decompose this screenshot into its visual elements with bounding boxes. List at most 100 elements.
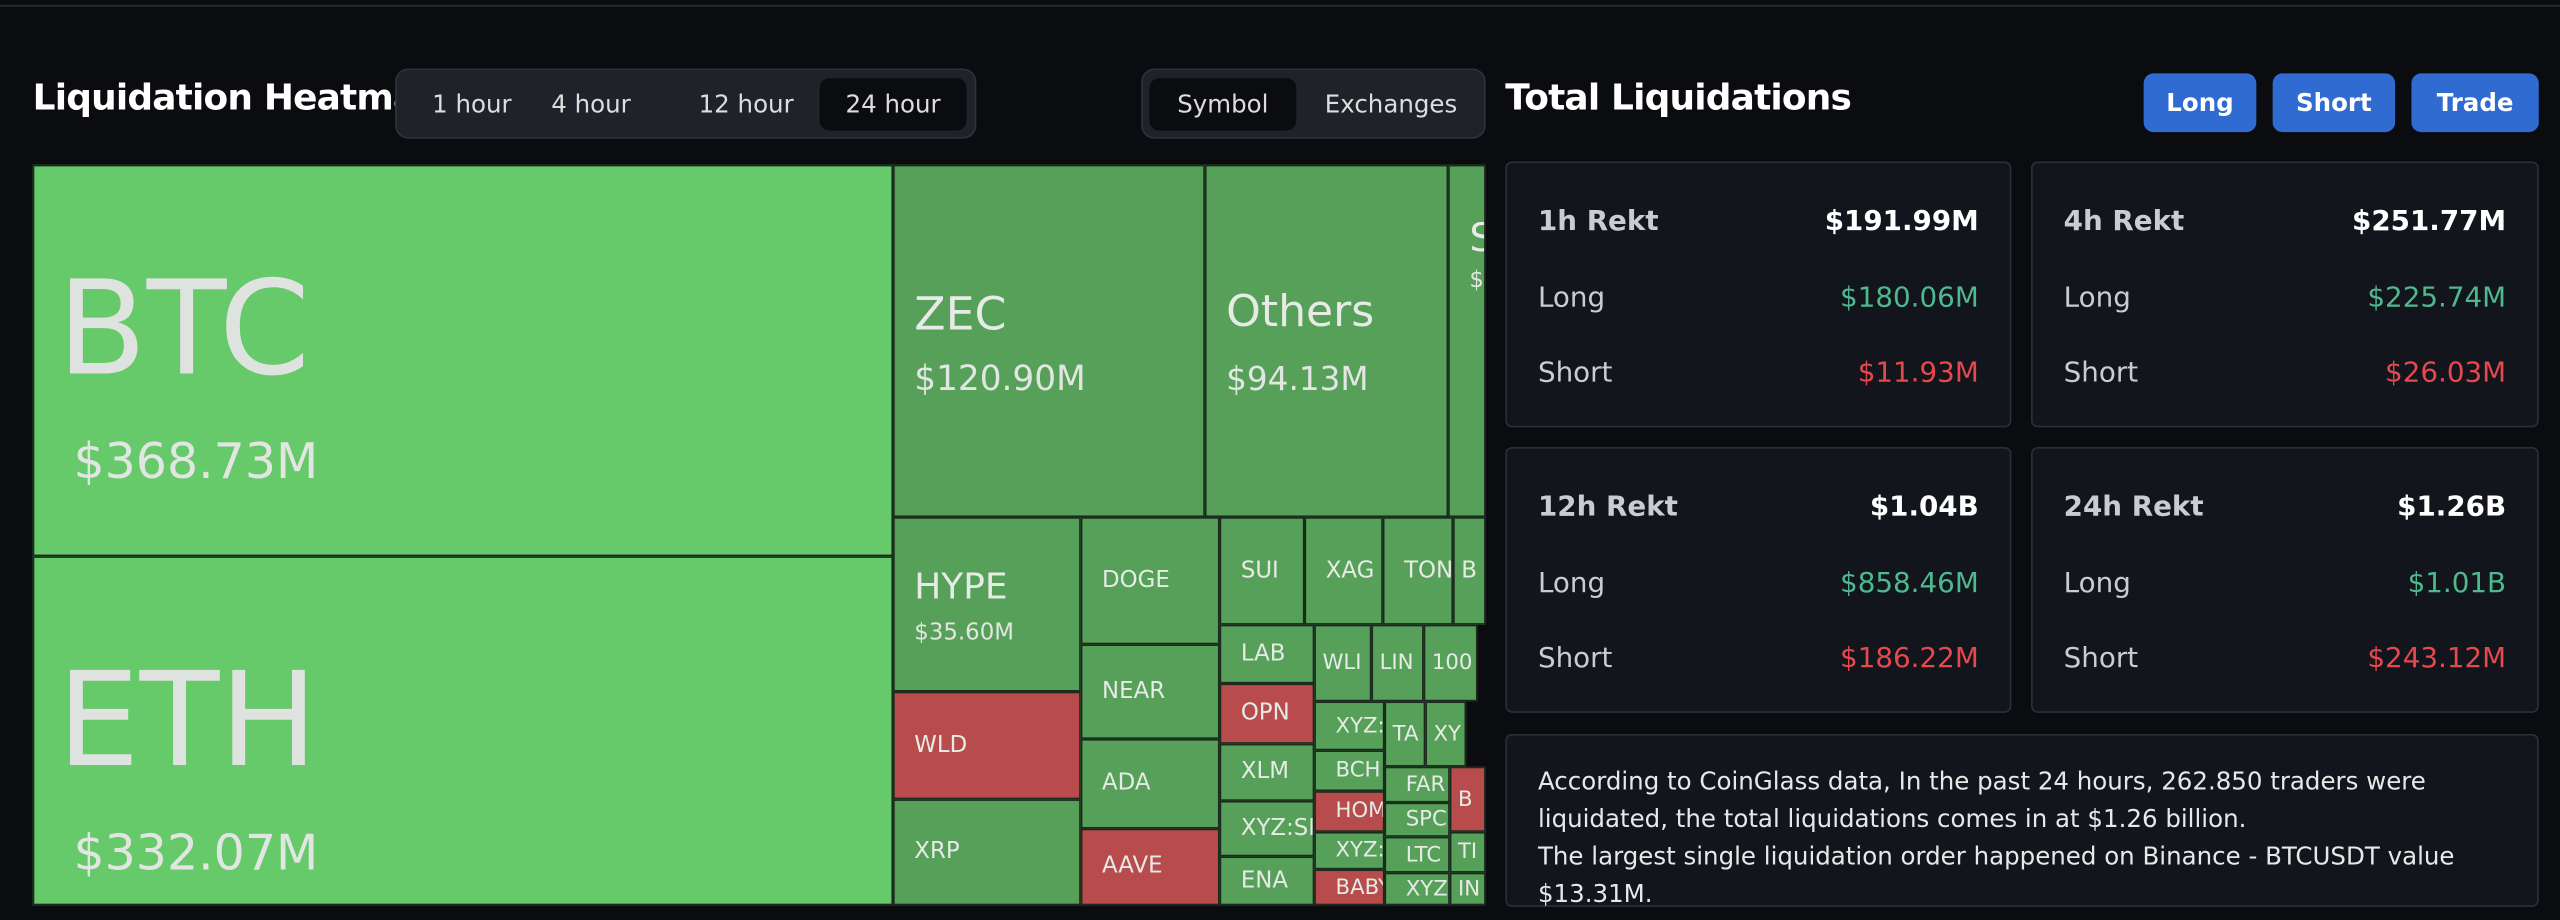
card-header: 12h Rekt $1.04B	[1538, 491, 1979, 524]
heatmap-tile[interactable]: OPN	[1219, 683, 1315, 744]
row-value: $11.93M	[1857, 357, 1979, 390]
tile-label: XRP	[914, 839, 960, 866]
heatmap-tile[interactable]: WLI	[1314, 624, 1372, 702]
time-tab[interactable]: 12 hour	[698, 89, 794, 120]
heatmap-tile[interactable]: SUI	[1219, 517, 1305, 625]
time-tabs: 1 hour 4 hour 12 hour 24 hour	[395, 68, 977, 139]
heatmap-tile[interactable]: WLD	[893, 691, 1081, 800]
toggle-option[interactable]: Symbol	[1149, 78, 1297, 131]
card-title: 24h Rekt	[2063, 490, 2204, 524]
tile-label: B	[1457, 787, 1473, 812]
card-title: 12h Rekt	[1537, 490, 1678, 524]
tile-label: TI	[1457, 840, 1478, 865]
tile-label: LAB	[1240, 640, 1286, 667]
card-total: $1.26B	[2397, 490, 2507, 524]
card-row: Short $186.22M	[1538, 643, 1979, 676]
heatmap-tile[interactable]: XLM	[1219, 743, 1315, 801]
tile-label: 100	[1431, 650, 1473, 676]
tile-label: ETH	[57, 644, 318, 797]
card-total: $251.77M	[2352, 205, 2507, 239]
card-row: Short $11.93M	[1538, 357, 1979, 390]
heatmap-tile[interactable]: TON	[1382, 517, 1454, 625]
heatmap-tile[interactable]: XYZ:(	[1314, 701, 1385, 751]
heatmap-tile[interactable]: Others $94.13M	[1204, 164, 1449, 518]
tile-label: ADA	[1102, 770, 1151, 797]
card-row: Short $243.12M	[2064, 643, 2506, 676]
heatmap-tile[interactable]: SPC	[1384, 802, 1450, 837]
tile-label: HYPE	[914, 567, 1008, 609]
heatmap-tile[interactable]: XYZ	[1384, 872, 1450, 906]
card-row: Long $180.06M	[1538, 282, 1979, 315]
row-label: Long	[2063, 282, 2131, 315]
heatmap-tile[interactable]: TA	[1384, 701, 1426, 767]
note-line: According to CoinGlass data, In the past…	[1537, 766, 2426, 834]
heatmap-tile[interactable]: BTC $368.73M	[32, 164, 894, 557]
tile-label: WLD	[914, 732, 968, 759]
tile-label: ENA	[1240, 867, 1289, 894]
card-total: $191.99M	[1824, 205, 1979, 239]
card-row: Long $225.74M	[2064, 282, 2506, 315]
heatmap-tile[interactable]: B	[1453, 517, 1486, 625]
row-label: Long	[2063, 567, 2131, 601]
panel-title: Total Liquidations	[1505, 78, 1852, 120]
heatmap-tile[interactable]: XYZ:SP	[1219, 800, 1315, 857]
tile-label: WLI	[1322, 650, 1362, 676]
action-button[interactable]: Trade	[2411, 73, 2539, 133]
heatmap-tile[interactable]: BABY	[1314, 869, 1385, 906]
note-line: The largest single liquidation order hap…	[1537, 841, 2455, 909]
card-title: 4h Rekt	[2063, 205, 2185, 239]
heatmap-tile[interactable]: XYZ:S	[1314, 831, 1385, 870]
tile-value: $120.90M	[914, 358, 1086, 399]
view-toggle: Symbol Exchanges	[1141, 68, 1486, 139]
tile-label: BCH	[1335, 758, 1381, 784]
heatmap-tile[interactable]: NEAR	[1080, 644, 1220, 739]
heatmap-tile[interactable]: LTC	[1384, 836, 1450, 873]
tile-label: S	[1469, 215, 1484, 262]
tile-label: XYZ:SP	[1240, 815, 1315, 842]
heatmap-tile[interactable]: ETH $332.07M	[32, 556, 894, 906]
heatmap-tile[interactable]: XY	[1425, 701, 1467, 767]
heatmap-tile[interactable]: ENA	[1219, 856, 1315, 906]
toggle-option[interactable]: Exchanges	[1324, 89, 1458, 120]
heatmap: BTC $368.73M ETH $332.07M ZEC $120.90M Others $…	[32, 164, 1486, 906]
tile-value: $4	[1469, 267, 1484, 294]
tile-label: XLM	[1240, 759, 1289, 786]
heatmap-tile[interactable]: S $4	[1448, 164, 1486, 518]
heatmap-tile[interactable]: FAR	[1384, 766, 1450, 803]
action-button[interactable]: Long	[2143, 73, 2257, 133]
row-label: Short	[1537, 357, 1613, 390]
tile-label: ZEC	[914, 287, 1007, 341]
top-bar	[0, 0, 2560, 7]
tile-label: FAR	[1405, 772, 1446, 797]
summary-note: According to CoinGlass data, In the past…	[1505, 734, 2539, 909]
action-button[interactable]: Short	[2272, 73, 2396, 133]
time-tab[interactable]: 24 hour	[819, 78, 967, 131]
card-header: 4h Rekt $251.77M	[2064, 206, 2506, 239]
heatmap-tile[interactable]: ADA	[1080, 738, 1220, 829]
heatmap-tile[interactable]: DOGE	[1080, 517, 1220, 645]
tile-label: LIN	[1379, 650, 1414, 676]
heatmap-tile[interactable]: XAG	[1304, 517, 1383, 625]
heatmap-tile[interactable]: LIN	[1371, 624, 1424, 702]
heatmap-tile[interactable]: 100	[1423, 624, 1478, 702]
heatmap-tile[interactable]: LAB	[1219, 624, 1315, 684]
heatmap-tile[interactable]: HOM	[1314, 791, 1385, 832]
time-tab[interactable]: 4 hour	[551, 89, 631, 120]
heatmap-tile[interactable]: AAVE	[1080, 828, 1220, 906]
heatmap-tile[interactable]: TI	[1449, 831, 1486, 873]
time-tab[interactable]: 1 hour	[432, 89, 512, 120]
heatmap-tile[interactable]: BCH	[1314, 750, 1385, 792]
row-label: Short	[1537, 642, 1613, 676]
card-row: Long $858.46M	[1538, 568, 1979, 601]
heatmap-tile[interactable]: XRP	[893, 799, 1081, 906]
heatmap-tile[interactable]: ZEC $120.90M	[893, 164, 1205, 518]
tile-label: B	[1461, 557, 1477, 584]
heatmap-tile[interactable]: B	[1449, 766, 1486, 832]
heatmap-tile[interactable]: IN	[1449, 872, 1486, 906]
row-label: Long	[1537, 567, 1606, 601]
heatmap-title: Liquidation Heatmap	[32, 78, 442, 120]
heatmap-tile[interactable]: HYPE $35.60M	[893, 517, 1081, 692]
rekt-card: 1h Rekt $191.99M Long $180.06M Short $11.93M	[1505, 161, 2012, 428]
